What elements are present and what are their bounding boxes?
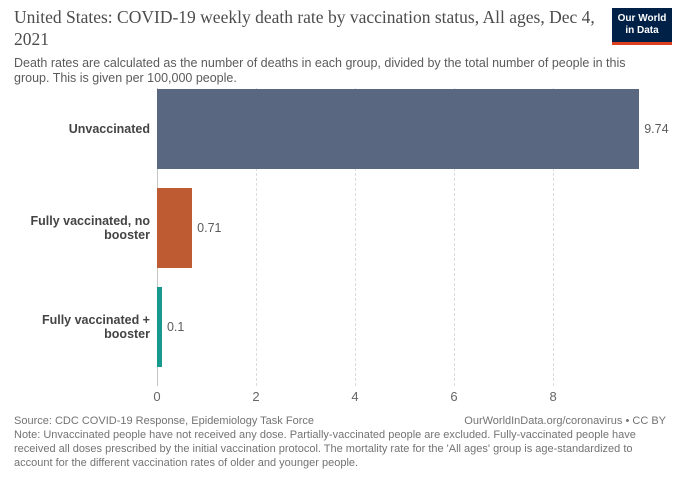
bar-value-label: 0.1: [166, 320, 185, 334]
category-label: Fully vaccinated, no booster: [30, 213, 150, 242]
x-tick-label: 0: [153, 389, 161, 404]
chart-footer: Source: CDC COVID-19 Response, Epidemiol…: [14, 415, 666, 471]
gridline: [553, 88, 555, 386]
x-tick-label: 8: [549, 389, 557, 404]
source-text: Source: CDC COVID-19 Response, Epidemiol…: [14, 415, 314, 427]
bar-value-label: 9.74: [644, 122, 669, 136]
x-tick-label: 6: [450, 389, 458, 404]
note-text: Note: Unvaccinated people have not recei…: [14, 428, 636, 469]
owid-logo-line1: Our World: [617, 13, 667, 24]
x-tick-label: 4: [351, 389, 359, 404]
chart-title: United States: COVID-19 weekly death rat…: [14, 7, 595, 50]
plot-area: 0 2 4 6 8 Unvaccinated 9.74 Fully vaccinated, n…: [31, 88, 669, 404]
bar-fully-vaccinated-no-booster[interactable]: [157, 188, 193, 268]
gridline: [256, 88, 258, 386]
bar-value-label: 0.71: [197, 221, 222, 235]
bar-unvaccinated[interactable]: [157, 89, 640, 169]
category-label: Unvaccinated: [68, 121, 150, 136]
category-label: Fully vaccinated + booster: [41, 312, 150, 341]
x-tick-label: 2: [252, 389, 260, 404]
gridline: [355, 88, 357, 386]
gridline: [454, 88, 456, 386]
owid-logo[interactable]: Our World in Data: [612, 8, 672, 45]
attribution-link[interactable]: OurWorldInData.org/coronavirus • CC BY: [464, 415, 666, 427]
owid-logo-line2: in Data: [625, 25, 659, 36]
bar-fully-vaccinated-booster[interactable]: [157, 287, 162, 367]
chart-subtitle: Death rates are calculated as the number…: [14, 56, 626, 86]
